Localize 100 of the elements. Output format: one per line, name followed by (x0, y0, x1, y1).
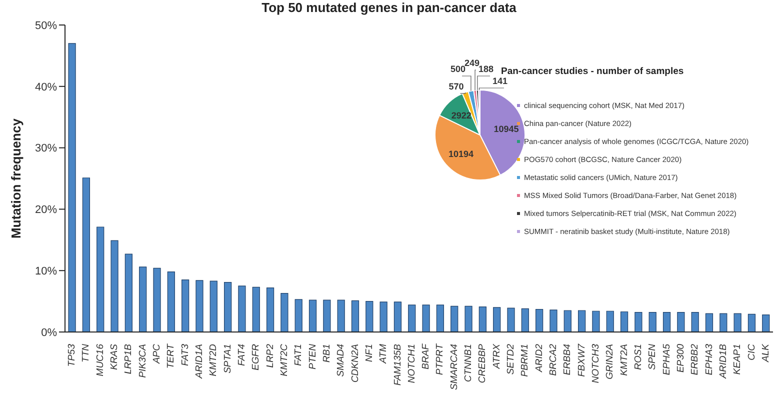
y-tick-label: 0% (41, 326, 58, 339)
bar (110, 240, 118, 332)
bar (450, 306, 458, 332)
x-tick-label: RB1 (321, 344, 332, 362)
bar (550, 310, 558, 332)
x-tick-label: ERBB4 (562, 344, 574, 376)
x-tick-label: ATM (378, 344, 390, 364)
bar (634, 312, 642, 332)
bar (124, 254, 132, 332)
y-tick-label: 40% (34, 81, 58, 94)
x-tick-label: EGFR (250, 344, 262, 370)
x-tick-label: NOTCH3 (590, 343, 602, 384)
y-tick-label: 30% (34, 142, 58, 155)
x-tick-label: SPEN (647, 344, 658, 370)
y-tick-label: 20% (34, 204, 58, 216)
x-tick-label: ARID1B (718, 343, 729, 380)
x-tick-label: FBXW7 (576, 343, 588, 377)
x-tick-label: KMT2D (208, 344, 220, 376)
x-tick-label: CREBBP (477, 343, 488, 384)
bar (734, 313, 742, 332)
x-tick-label: FAT1 (293, 344, 304, 366)
bar (620, 311, 628, 332)
data-label: 188 (478, 64, 494, 74)
x-tick-label: KMT2C (278, 344, 290, 376)
bar (366, 301, 374, 332)
x-tick-label: TERT (166, 342, 177, 369)
x-tick-label: LRP2 (264, 343, 276, 368)
bar (380, 302, 388, 332)
bar (720, 313, 728, 332)
bar (691, 312, 699, 332)
bar (762, 314, 770, 332)
data-label: 570 (448, 81, 464, 92)
data-label: 10194 (448, 149, 474, 160)
bar (521, 308, 529, 332)
bar (153, 268, 161, 332)
bar (662, 312, 671, 332)
bar (252, 286, 260, 332)
bar (96, 226, 104, 332)
bar (82, 178, 90, 332)
bar (266, 287, 274, 332)
y-tick-label: 50% (34, 20, 58, 32)
x-tick-label: APC (152, 344, 163, 365)
x-tick-label: ALK (760, 343, 772, 363)
x-tick-label: SPTA1 (222, 344, 234, 374)
x-tick-label: PBRM1 (520, 344, 531, 377)
bar (493, 307, 501, 332)
bar (507, 308, 515, 332)
x-tick-label: FAM135B (392, 343, 404, 386)
x-tick-label: EPHA5 (661, 343, 672, 376)
text: Pan-cancer studies - number of samples (501, 66, 684, 77)
bar (677, 312, 685, 332)
bar (238, 286, 246, 332)
x-tick-label: TP53 (66, 343, 78, 367)
x-tick-label: CTNNB1 (463, 344, 474, 382)
chart-title: Top 50 mutated genes in pan-cancer data (260, 0, 518, 15)
x-tick-label: NOTCH1 (406, 344, 418, 384)
bar (224, 282, 232, 332)
bar (408, 304, 416, 332)
bar (648, 312, 656, 332)
bar (294, 299, 302, 332)
x-tick-label: SETD2 (506, 343, 517, 375)
x-tick-label: FAT3 (180, 343, 191, 366)
x-tick-label: GRIN2A (604, 344, 616, 380)
bar (478, 306, 486, 332)
x-tick-label: PTPRT (434, 342, 446, 375)
bar (196, 280, 204, 332)
x-tick-label: ARID1A (194, 344, 206, 380)
bar (564, 310, 572, 332)
x-tick-label: PIK3CA (137, 344, 148, 378)
bar (422, 304, 430, 332)
bar (167, 272, 175, 332)
x-tick-label: NF1 (364, 344, 375, 362)
bar (308, 300, 317, 332)
bar (748, 314, 756, 332)
bar (337, 300, 345, 332)
bar (536, 308, 544, 332)
x-tick-label: BRCA2 (548, 343, 560, 376)
bar (592, 310, 600, 332)
x-tick-label: CDKN2A (350, 344, 361, 383)
x-tick-label: KRAS (109, 343, 120, 370)
bar (705, 313, 714, 332)
bar (351, 300, 360, 332)
bar (210, 280, 218, 332)
x-tick-label: CIC (746, 344, 758, 360)
x-tick-label: MUC16 (94, 343, 106, 376)
bar (436, 304, 444, 332)
bar (68, 43, 76, 332)
bar (464, 306, 472, 332)
bar (394, 302, 402, 332)
x-tick-label: EP300 (675, 343, 686, 373)
x-tick-label: KMT2A (618, 344, 630, 376)
y-tick-label: 10% (34, 266, 58, 278)
data-label: 500 (450, 64, 466, 74)
y-axis-title: Mutation frequency (8, 118, 24, 238)
x-tick-label: ARID2 (534, 343, 545, 373)
x-tick-label: SMARCA4 (448, 344, 460, 390)
bar (323, 300, 331, 332)
bar (182, 280, 190, 332)
x-tick-label: ERBB2 (690, 343, 701, 376)
bar (606, 310, 614, 332)
